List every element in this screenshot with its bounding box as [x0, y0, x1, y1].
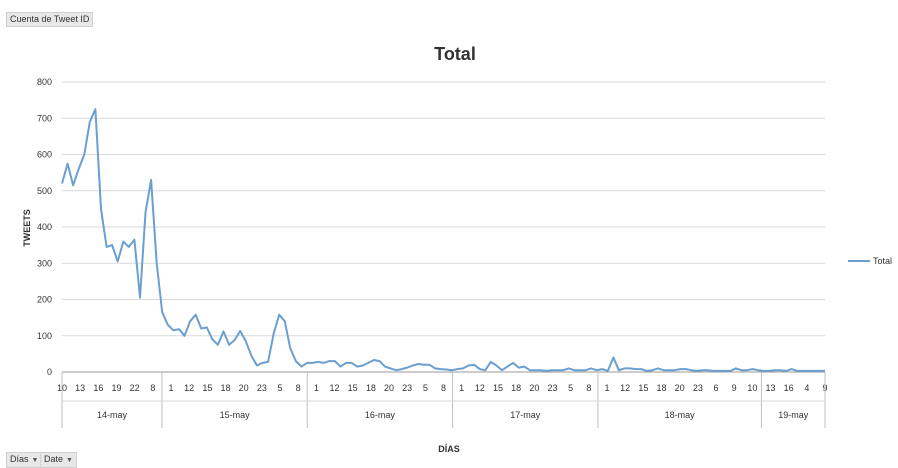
day-group-label: 19-may	[778, 410, 809, 420]
x-tick-label: 5	[568, 383, 573, 393]
y-tick-label: 700	[37, 113, 52, 123]
day-group-label: 18-may	[665, 410, 696, 420]
x-tick-label: 10	[747, 383, 757, 393]
gridlines	[62, 81, 825, 373]
x-tick-label: 8	[150, 383, 155, 393]
y-tick-label: 0	[47, 367, 52, 377]
x-tick-label: 20	[239, 383, 249, 393]
x-tick-label: 8	[296, 383, 301, 393]
x-tick-label: 16	[93, 383, 103, 393]
legend-label-total: Total	[873, 256, 892, 266]
x-tick-label: 6	[713, 383, 718, 393]
x-tick-label: 16	[784, 383, 794, 393]
x-tick-label: 8	[441, 383, 446, 393]
chart-title: Total	[434, 44, 476, 64]
x-tick-label: 12	[475, 383, 485, 393]
dias-filter-button[interactable]: Días ▼	[6, 452, 43, 468]
y-tick-label: 300	[37, 258, 52, 268]
x-tick-label: 1	[459, 383, 464, 393]
series-line-total	[61, 108, 825, 372]
x-tick-label: 13	[75, 383, 85, 393]
dias-filter-label: Días	[10, 454, 29, 464]
x-tick-label: 18	[656, 383, 666, 393]
x-tick-label: 1	[314, 383, 319, 393]
x-tick-label: 5	[423, 383, 428, 393]
y-axis-title: TWEETS	[22, 209, 32, 247]
day-group-label: 14-may	[97, 410, 128, 420]
y-tick-label: 600	[37, 150, 52, 160]
x-tick-label: 5	[277, 383, 282, 393]
x-tick-label: 8	[586, 383, 591, 393]
x-tick-label: 12	[620, 383, 630, 393]
date-filter-label: Date	[44, 454, 64, 464]
x-tick-label: 12	[329, 383, 339, 393]
y-tick-label: 800	[37, 77, 52, 87]
x-tick-label: 1	[604, 383, 609, 393]
pivot-value-field-label: Cuenta de Tweet ID	[10, 14, 90, 24]
x-tick-label: 23	[402, 383, 412, 393]
x-tick-label: 15	[202, 383, 212, 393]
x-tick-label: 15	[493, 383, 503, 393]
x-axis: 10 13 16 19 22 8 1 12 15 18 20 23 5 8 1 12 15 18 20 23 5 8 1 12…	[57, 372, 828, 428]
x-tick-label: 18	[511, 383, 521, 393]
x-tick-label: 20	[529, 383, 539, 393]
date-filter-button[interactable]: Date ▼	[40, 452, 77, 468]
x-tick-label: 15	[348, 383, 358, 393]
y-tick-label: 500	[37, 186, 52, 196]
y-tick-label: 100	[37, 331, 52, 341]
x-axis-title: DÍAS	[438, 444, 460, 454]
x-tick-label: 13	[765, 383, 775, 393]
day-group-label: 16-may	[365, 410, 396, 420]
x-tick-label: 23	[693, 383, 703, 393]
legend: Total	[848, 256, 892, 266]
x-tick-label: 1	[168, 383, 173, 393]
x-tick-label: 22	[130, 383, 140, 393]
x-tick-label: 15	[638, 383, 648, 393]
y-tick-label: 400	[37, 222, 52, 232]
y-tick-label: 200	[37, 295, 52, 305]
x-tick-label: 23	[257, 383, 267, 393]
x-tick-label: 9	[732, 383, 737, 393]
x-tick-label: 12	[184, 383, 194, 393]
pivot-value-field-button[interactable]: Cuenta de Tweet ID	[6, 12, 94, 27]
y-axis-ticks: 0 100 200 300 400 500 600 700 800	[37, 77, 52, 377]
day-group-label: 15-may	[220, 410, 251, 420]
x-tick-label: 18	[220, 383, 230, 393]
x-tick-label: 4	[804, 383, 809, 393]
x-tick-label: 20	[384, 383, 394, 393]
x-tick-label: 19	[111, 383, 121, 393]
x-tick-label: 18	[366, 383, 376, 393]
x-tick-label: 23	[547, 383, 557, 393]
chevron-down-icon: ▼	[66, 457, 73, 464]
x-tick-label: 20	[675, 383, 685, 393]
day-group-label: 17-may	[510, 410, 541, 420]
chevron-down-icon: ▼	[31, 457, 39, 464]
